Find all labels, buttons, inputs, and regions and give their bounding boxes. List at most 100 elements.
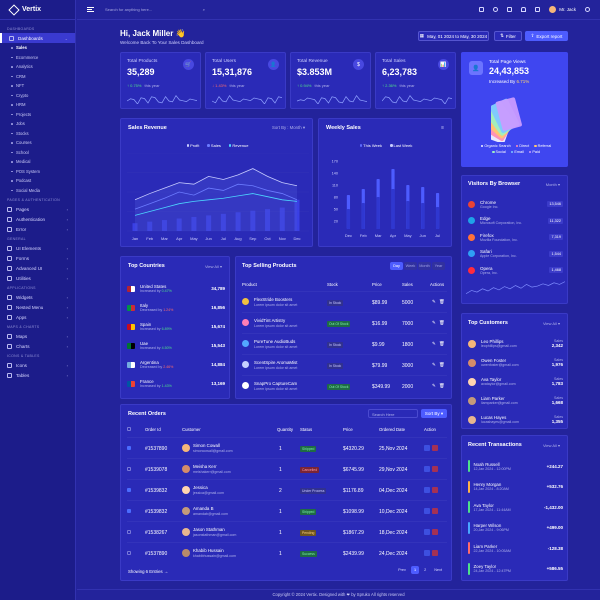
sidebar-item-icons[interactable]: Icons › (0, 360, 75, 370)
sidebar-subitem[interactable]: School (0, 148, 75, 158)
visitors-period-dropdown[interactable]: Month ▾ (545, 182, 560, 187)
export-report-button[interactable]: ⇪ Export report (525, 31, 568, 41)
edit-icon[interactable]: ✎ (432, 341, 436, 346)
row-checkbox[interactable] (127, 467, 131, 471)
sidebar-subitem[interactable]: Medical (0, 157, 75, 167)
delete-icon[interactable] (432, 466, 438, 472)
sidebar-item-pages[interactable]: Pages › (0, 204, 75, 214)
delete-icon[interactable]: 🗑 (439, 299, 445, 304)
bar-last-week (346, 209, 351, 229)
edit-icon[interactable] (424, 550, 430, 556)
date-range-picker[interactable]: ▦ May, 01 2024 to May, 30 2024 (418, 31, 489, 41)
delete-icon[interactable]: 🗑 (439, 320, 445, 325)
sidebar-item-utilities[interactable]: Utilities › (0, 273, 75, 283)
sidebar-subitem[interactable]: Analytics (0, 62, 75, 72)
column-header: Stock (327, 282, 338, 287)
sidebar-subitem[interactable]: Sales (0, 43, 75, 53)
select-all-checkbox[interactable] (127, 427, 131, 431)
theme-toggle-icon[interactable] (493, 7, 499, 12)
sidebar-item-apps[interactable]: Apps › (0, 312, 75, 322)
tab-week[interactable]: Week (404, 262, 417, 270)
sidebar-item-advanced-ui[interactable]: Advanced UI › (0, 263, 75, 273)
edit-icon[interactable] (424, 466, 430, 472)
sidebar-item-dashboards[interactable]: Dashboards ⌄ (0, 33, 75, 43)
sidebar-subitem[interactable]: Podcast (0, 176, 75, 186)
order-quantity: 1 (279, 551, 282, 557)
sidebar-item-nested-menu[interactable]: Nested Menu › (0, 302, 75, 312)
sidebar-item-maps[interactable]: Maps › (0, 331, 75, 341)
delete-icon[interactable]: 🗑 (439, 341, 445, 346)
delete-icon[interactable] (432, 550, 438, 556)
orders-search-input[interactable]: Search Here (368, 409, 418, 418)
edit-icon[interactable]: ✎ (432, 299, 436, 304)
row-checkbox[interactable] (127, 488, 131, 492)
page-2[interactable]: 2 (424, 568, 427, 572)
filter-button[interactable]: ⇅ Filter (494, 31, 522, 41)
row-checkbox[interactable] (127, 551, 131, 555)
tab-year[interactable]: Year (432, 262, 445, 270)
more-options-icon[interactable]: ≡ (441, 125, 444, 131)
product-name: SnapPro CaptureCam (254, 381, 298, 386)
edit-icon[interactable] (424, 529, 430, 535)
sidebar-item-ui-elements[interactable]: UI Elements › (0, 243, 75, 253)
sidebar-item-label: Dashboards (18, 35, 43, 41)
avatar (182, 486, 190, 494)
tab-day[interactable]: Day (390, 262, 403, 270)
page-prev[interactable]: Prev (398, 568, 406, 572)
view-all-transactions-link[interactable]: View All ▾ (542, 443, 560, 448)
language-icon[interactable] (479, 7, 485, 12)
edit-icon[interactable]: ✎ (432, 362, 436, 367)
sidebar-item-forms[interactable]: Forms › (0, 253, 75, 263)
sidebar-item-error[interactable]: Error › (0, 224, 75, 234)
delete-icon[interactable]: 🗑 (439, 383, 445, 388)
user-profile[interactable]: Mr. Jack (549, 6, 576, 13)
logo[interactable]: Vertix (0, 0, 75, 20)
settings-gear-icon[interactable] (585, 7, 590, 12)
page-1[interactable]: 1 (410, 566, 420, 574)
sidebar-item-charts[interactable]: Charts › (0, 341, 75, 351)
sort-by-dropdown[interactable]: Sort By : Month ▾ (272, 125, 305, 130)
sidebar-subitem[interactable]: HRM (0, 100, 75, 110)
delete-icon[interactable] (432, 529, 438, 535)
sidebar-subitem[interactable]: Social Media (0, 186, 75, 196)
orders-sort-button[interactable]: Sort By ▾ (421, 409, 447, 418)
delete-icon[interactable] (432, 487, 438, 493)
sidebar-subitem[interactable]: POS System (0, 167, 75, 177)
cart-icon[interactable] (507, 7, 513, 12)
edit-icon[interactable]: ✎ (432, 383, 436, 388)
sidebar-subitem[interactable]: Stocks (0, 129, 75, 139)
delete-icon[interactable]: 🗑 (439, 362, 445, 367)
tab-month[interactable]: Month (418, 262, 431, 270)
sidebar-item-tables[interactable]: Tables › (0, 370, 75, 380)
sidebar-item-widgets[interactable]: Widgets › (0, 292, 75, 302)
delete-icon[interactable] (432, 508, 438, 514)
row-checkbox[interactable] (127, 509, 131, 513)
fullscreen-icon[interactable] (535, 7, 541, 12)
view-all-customers-link[interactable]: View All ▾ (542, 321, 560, 326)
sidebar-subitem[interactable]: Crypto (0, 91, 75, 101)
sidebar-item-authentication[interactable]: Authentication › (0, 214, 75, 224)
menu-toggle-icon[interactable] (87, 7, 94, 12)
sidebar-subitem[interactable]: Ecommerce (0, 53, 75, 63)
row-checkbox[interactable] (127, 446, 131, 450)
row-checkbox[interactable] (127, 530, 131, 534)
browser-value: 11,322 (547, 217, 563, 224)
page-next[interactable]: Next (434, 568, 442, 572)
sidebar-subitem[interactable]: Jobs (0, 119, 75, 129)
delete-icon[interactable] (432, 445, 438, 451)
notification-bell-icon[interactable] (521, 7, 527, 12)
edit-icon[interactable] (424, 445, 430, 451)
top-countries-title: Top Countries (128, 263, 165, 269)
search-input[interactable]: Search for anything here... ⌕ (105, 7, 205, 12)
revenue-bar (250, 210, 256, 231)
sidebar-subitem[interactable]: NFT (0, 81, 75, 91)
edit-icon[interactable] (424, 487, 430, 493)
sidebar-subitem[interactable]: Courses (0, 138, 75, 148)
edit-icon[interactable]: ✎ (432, 320, 436, 325)
sidebar-subitem[interactable]: CRM (0, 72, 75, 82)
view-all-link[interactable]: View All ▾ (204, 264, 222, 269)
bar-last-week (406, 201, 410, 229)
sidebar-subitem[interactable]: Projects (0, 110, 75, 120)
edit-icon[interactable] (424, 508, 430, 514)
sidebar-item-label: Charts (16, 343, 30, 349)
